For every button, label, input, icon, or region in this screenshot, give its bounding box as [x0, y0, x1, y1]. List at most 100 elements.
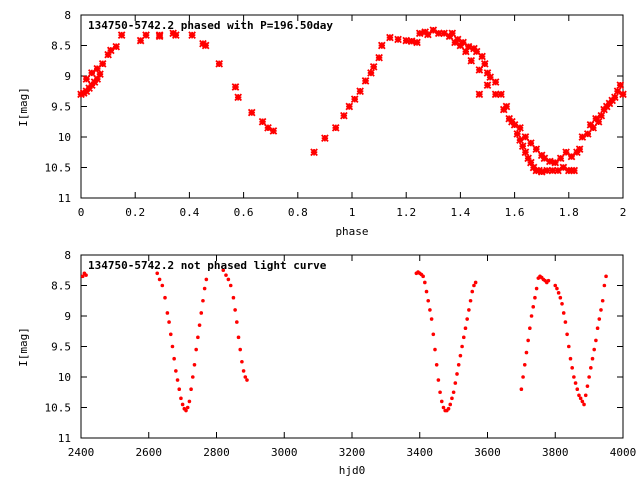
unphased-y-tick-labels: 8 8.5 9 9.5 10 10.5 11 [45, 249, 72, 445]
phased-data-point [597, 111, 606, 120]
phased-data-point [518, 142, 527, 150]
phased-data-point [434, 29, 443, 38]
unphased-y-tick-label: 8 [64, 249, 71, 262]
phased-data-point [377, 41, 386, 50]
unphased-data-point [458, 353, 463, 358]
phased-data-point [521, 148, 530, 157]
unphased-data-point [172, 356, 176, 361]
phased-data-point [594, 117, 603, 126]
phased-data-point [510, 120, 519, 129]
phased-ticks [80, 14, 624, 199]
phased-data-point [486, 73, 495, 82]
phased-data-point [453, 35, 462, 44]
phased-x-tick-label: 1 [349, 206, 356, 219]
unphased-data-point [240, 359, 244, 364]
phased-data-point [480, 59, 489, 68]
phased-data-point [483, 69, 492, 77]
unphased-data-point [192, 363, 197, 367]
unphased-data-point [426, 298, 431, 303]
phased-y-tick-labels: 8 8.5 9 9.5 10 10.5 11 [45, 9, 72, 205]
unphased-data-point [473, 280, 478, 285]
phased-data-point [551, 158, 560, 167]
phased-data-point [413, 38, 421, 47]
phased-x-axis-label: phase [335, 225, 368, 238]
unphased-data-point [568, 356, 573, 361]
unphased-data-point [450, 396, 454, 401]
phased-data-points [77, 26, 627, 176]
unphased-y-tick-label: 9 [64, 310, 71, 323]
phased-data-point [402, 36, 411, 45]
phased-data-point [527, 139, 535, 147]
unphased-x-tick-label: 2600 [136, 446, 163, 459]
unphased-data-point [580, 399, 585, 404]
unphased-ticks [80, 254, 624, 439]
phased-data-point [201, 41, 210, 50]
unphased-data-point [595, 326, 600, 331]
phased-data-point [369, 63, 378, 71]
phased-data-point [407, 37, 416, 46]
phased-data-point [247, 108, 256, 117]
unphased-data-point [155, 271, 160, 276]
unphased-data-point [572, 375, 576, 379]
unphased-data-point [196, 335, 200, 340]
phased-data-point [361, 77, 370, 85]
unphased-data-point [170, 344, 175, 349]
unphased-data-point [556, 291, 561, 295]
phased-data-point [619, 90, 627, 99]
phased-data-point [516, 124, 524, 132]
phased-data-point [112, 42, 121, 51]
unphased-data-point [423, 280, 427, 285]
unphased-data-point [177, 387, 182, 392]
phased-data-point [459, 38, 467, 47]
phased-data-point [497, 90, 505, 99]
unphased-data-point [467, 308, 471, 312]
unphased-data-point [590, 356, 595, 361]
phased-data-point [616, 81, 625, 89]
unphased-data-point [167, 320, 171, 324]
phased-data-point [554, 166, 562, 175]
unphased-data-point [201, 298, 205, 303]
phased-data-point [583, 130, 592, 138]
phased-data-point [415, 29, 424, 38]
unphased-data-point [245, 378, 249, 382]
unphased-data-point [184, 408, 188, 413]
phased-data-point [540, 154, 549, 163]
phased-data-point [548, 166, 557, 175]
unphased-data-point [578, 396, 583, 401]
unphased-data-point [233, 308, 237, 312]
unphased-data-point [84, 273, 88, 277]
unphased-data-point [460, 344, 464, 349]
phased-data-point [513, 130, 522, 138]
unphased-data-point [175, 378, 180, 382]
unphased-data-point [555, 286, 559, 291]
unphased-data-point [561, 311, 566, 315]
unphased-data-point [448, 402, 453, 407]
unphased-data-point [235, 320, 239, 324]
unphased-data-point [451, 390, 456, 395]
phased-data-point [611, 93, 619, 102]
unphased-data-point [190, 375, 195, 379]
unphased-data-point [589, 366, 593, 370]
phased-data-point [155, 32, 164, 41]
unphased-data-point [587, 375, 591, 379]
unphased-x-axis-label: hjd0 [339, 464, 366, 477]
unphased-data-point [453, 381, 458, 385]
unphased-plot-frame [80, 254, 624, 439]
unphased-data-point [585, 384, 590, 388]
phased-x-tick-label: 0.4 [179, 206, 199, 219]
unphased-data-point [168, 332, 173, 337]
unphased-data-point [575, 387, 580, 392]
unphased-data-point [179, 396, 183, 401]
phased-data-point [424, 30, 432, 39]
phased-data-point [264, 124, 272, 132]
unphased-data-point [531, 305, 536, 309]
phased-data-point [356, 87, 364, 96]
unphased-data-point [424, 289, 429, 294]
phased-data-point [386, 33, 394, 42]
unphased-data-point [231, 295, 236, 300]
unphased-data-point [583, 393, 588, 398]
unphased-data-point [228, 283, 233, 288]
unphased-data-point [526, 338, 530, 343]
unphased-data-point [202, 286, 207, 291]
phased-data-point [93, 64, 102, 73]
